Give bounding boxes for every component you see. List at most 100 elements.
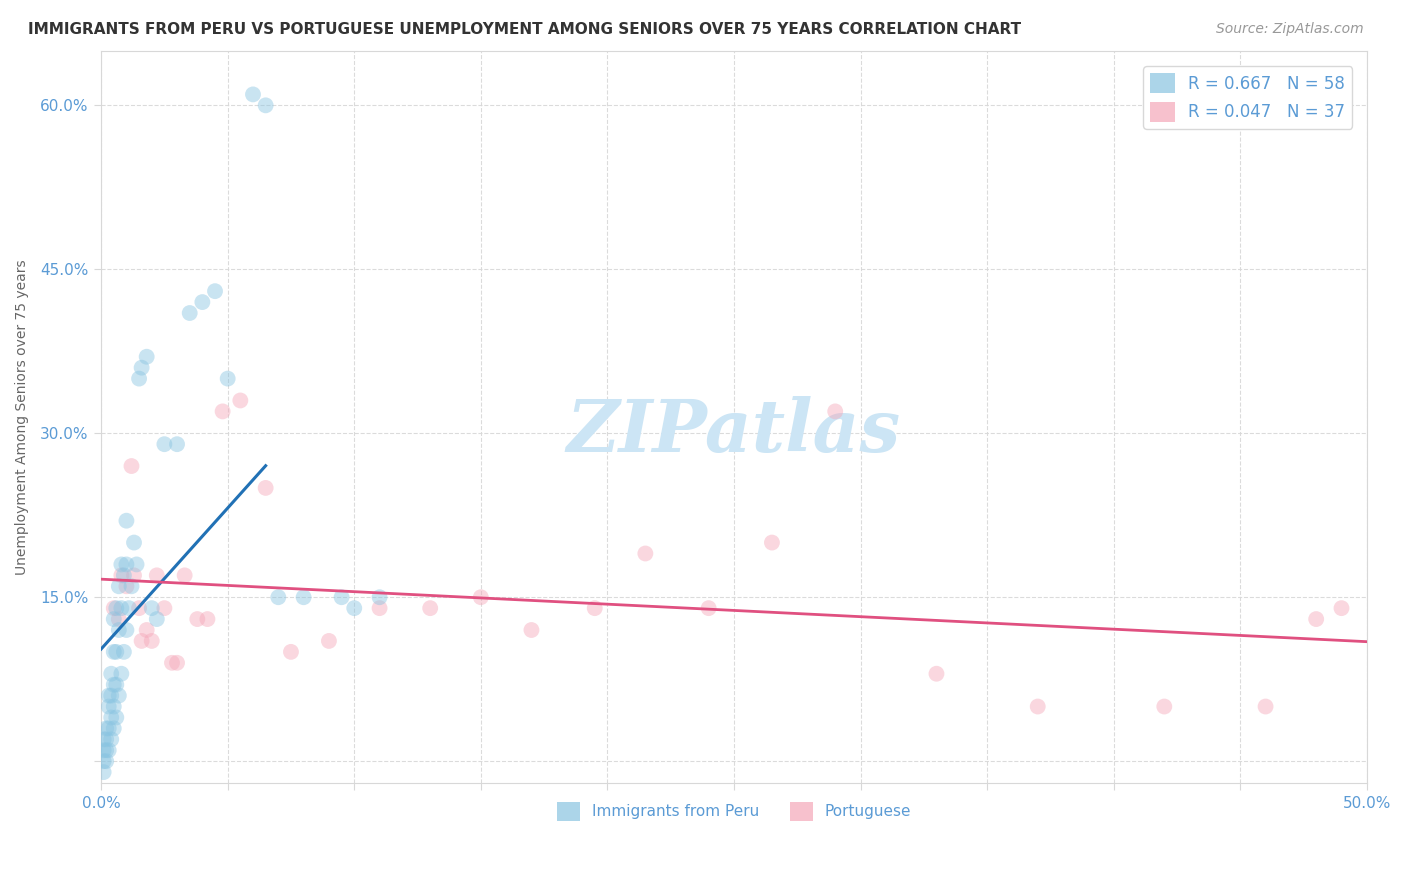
Point [105, 710, 128, 724]
Point [197, 612, 219, 626]
Point [97, 743, 120, 757]
Point [110, 601, 132, 615]
Point [280, 645, 302, 659]
Point [229, 393, 252, 408]
Point [166, 437, 188, 451]
Point [93, 754, 115, 768]
Point [166, 656, 188, 670]
Y-axis label: Unemployment Among Seniors over 75 years: Unemployment Among Seniors over 75 years [15, 259, 30, 574]
Point [112, 568, 135, 582]
Point [122, 535, 145, 549]
Point [634, 547, 657, 561]
Point [1330, 601, 1353, 615]
Point [97, 722, 120, 736]
Point [141, 601, 163, 615]
Point [267, 591, 290, 605]
Point [470, 591, 492, 605]
Point [318, 634, 340, 648]
Point [131, 634, 153, 648]
Point [96, 732, 118, 747]
Point [96, 743, 118, 757]
Point [96, 754, 118, 768]
Point [103, 699, 125, 714]
Legend: Immigrants from Peru, Portuguese: Immigrants from Peru, Portuguese [551, 796, 917, 827]
Point [103, 678, 125, 692]
Point [105, 645, 128, 659]
Text: Source: ZipAtlas.com: Source: ZipAtlas.com [1216, 22, 1364, 37]
Point [103, 722, 125, 736]
Point [128, 371, 150, 385]
Point [110, 558, 132, 572]
Point [368, 601, 391, 615]
Point [108, 623, 131, 637]
Point [97, 699, 120, 714]
Point [121, 458, 143, 473]
Point [925, 666, 948, 681]
Point [110, 666, 132, 681]
Point [160, 656, 183, 670]
Point [254, 481, 277, 495]
Point [108, 579, 131, 593]
Point [292, 591, 315, 605]
Point [1254, 699, 1277, 714]
Point [93, 732, 115, 747]
Point [1026, 699, 1049, 714]
Point [122, 568, 145, 582]
Text: ZIPatlas: ZIPatlas [567, 396, 901, 467]
Point [824, 404, 846, 418]
Point [343, 601, 366, 615]
Point [204, 284, 226, 298]
Point [96, 722, 118, 736]
Point [100, 689, 122, 703]
Point [146, 612, 169, 626]
Point [191, 295, 214, 310]
Point [135, 350, 157, 364]
Point [108, 612, 131, 626]
Point [125, 558, 148, 572]
Point [254, 98, 277, 112]
Point [93, 743, 115, 757]
Point [520, 623, 543, 637]
Point [100, 710, 122, 724]
Point [97, 689, 120, 703]
Point [242, 87, 264, 102]
Point [105, 678, 128, 692]
Point [1305, 612, 1327, 626]
Point [112, 645, 135, 659]
Point [368, 591, 391, 605]
Point [697, 601, 720, 615]
Point [761, 535, 783, 549]
Point [110, 568, 132, 582]
Point [153, 437, 176, 451]
Point [115, 623, 138, 637]
Point [141, 634, 163, 648]
Point [115, 558, 138, 572]
Point [103, 612, 125, 626]
Point [1153, 699, 1175, 714]
Text: IMMIGRANTS FROM PERU VS PORTUGUESE UNEMPLOYMENT AMONG SENIORS OVER 75 YEARS CORR: IMMIGRANTS FROM PERU VS PORTUGUESE UNEMP… [28, 22, 1021, 37]
Point [186, 612, 208, 626]
Point [115, 579, 138, 593]
Point [179, 306, 201, 320]
Point [419, 601, 441, 615]
Point [115, 514, 138, 528]
Point [118, 601, 141, 615]
Point [217, 371, 239, 385]
Point [108, 689, 131, 703]
Point [146, 568, 169, 582]
Point [211, 404, 233, 418]
Point [153, 601, 176, 615]
Point [105, 601, 128, 615]
Point [583, 601, 606, 615]
Point [100, 732, 122, 747]
Point [121, 579, 143, 593]
Point [131, 360, 153, 375]
Point [330, 591, 353, 605]
Point [128, 601, 150, 615]
Point [100, 666, 122, 681]
Point [135, 623, 157, 637]
Point [103, 645, 125, 659]
Point [93, 765, 115, 780]
Point [103, 601, 125, 615]
Point [173, 568, 195, 582]
